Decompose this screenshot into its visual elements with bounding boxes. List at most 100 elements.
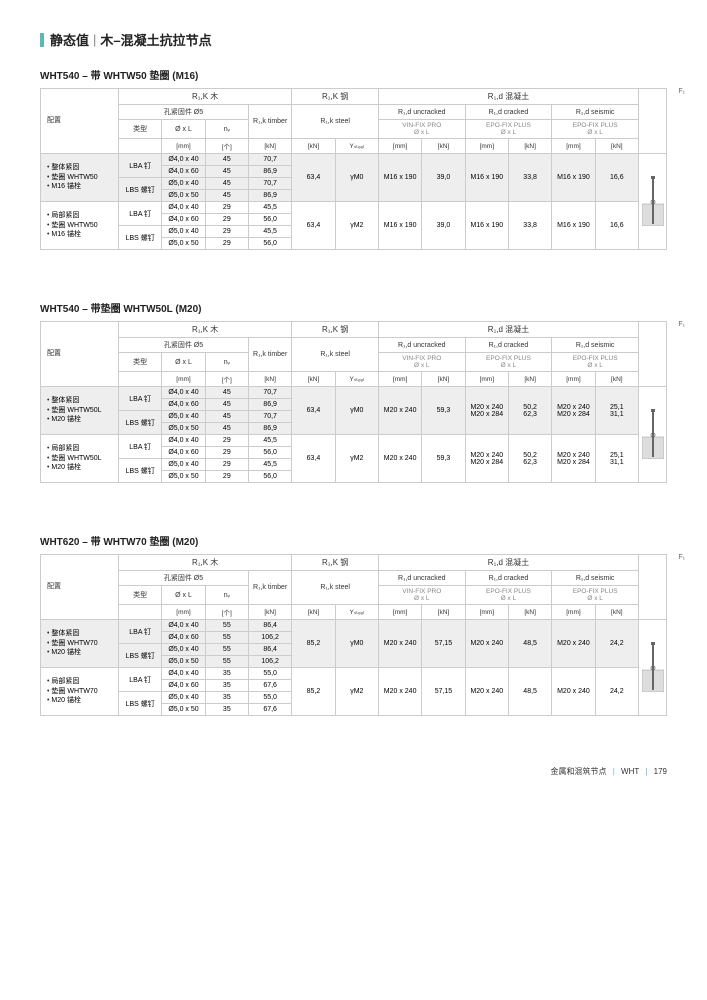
unit-mm2: [mm] bbox=[378, 372, 421, 387]
fastener-header: 孔紧固件 Ø5 bbox=[119, 571, 249, 586]
cfg-header: 配置 bbox=[41, 555, 119, 620]
dim-cell: Ø5,0 x 40 bbox=[162, 644, 205, 656]
type-cell: LBA 钉 bbox=[119, 668, 162, 692]
unit-kn4: [kN] bbox=[508, 139, 551, 154]
type-cell: LBS 螺钉 bbox=[119, 644, 162, 668]
unit-mm4: [mm] bbox=[552, 372, 595, 387]
timber-cell: 106,2 bbox=[248, 656, 291, 668]
title-a: 静态值 bbox=[50, 30, 89, 49]
timber-cell: 70,7 bbox=[248, 154, 291, 166]
force-label: F₁ bbox=[678, 321, 685, 328]
timber-cell: 55,0 bbox=[248, 668, 291, 680]
uncracked-header: R₁,d uncracked bbox=[378, 105, 465, 120]
concrete-header: R₁,d 混凝土 bbox=[378, 555, 638, 571]
cracked-header: R₁,d cracked bbox=[465, 571, 552, 586]
steel-gamma-cell: γM2 bbox=[335, 435, 378, 483]
seis-dim-cell: M20 x 240 bbox=[552, 668, 595, 716]
unit-kn2: [kN] bbox=[292, 605, 335, 620]
timber-cell: 55,0 bbox=[248, 692, 291, 704]
wood-header: R₁,K 木 bbox=[119, 322, 292, 338]
nv-cell: 45 bbox=[205, 423, 248, 435]
dim-cell: Ø5,0 x 40 bbox=[162, 226, 205, 238]
steel-header: R₁,K 钢 bbox=[292, 555, 379, 571]
cfg-item: 整体紧固 bbox=[47, 163, 115, 173]
unit-kn3: [kN] bbox=[422, 605, 465, 620]
dim-cell: Ø5,0 x 40 bbox=[162, 411, 205, 423]
seis-dim-cell: M20 x 240 bbox=[552, 620, 595, 668]
timber-header: R₁,k timber bbox=[248, 571, 291, 605]
force-label: F₁ bbox=[678, 88, 685, 95]
nv-header: nᵥ bbox=[205, 353, 248, 372]
nv-cell: 29 bbox=[205, 202, 248, 214]
footer-page: 179 bbox=[654, 767, 667, 776]
unit-mm3: [mm] bbox=[465, 605, 508, 620]
diagram-header bbox=[639, 89, 667, 154]
unit-kn2: [kN] bbox=[292, 372, 335, 387]
cfg-item: 垫圈 WHTW50 bbox=[47, 173, 115, 183]
table-wrap: F₁配置R₁,K 木R₁,K 钢R₁,d 混凝土孔紧固件 Ø5R₁,k timb… bbox=[40, 554, 667, 716]
section-title: WHT620 – 带 WHTW70 垫圈 (M20) bbox=[40, 533, 667, 548]
unit-kn5: [kN] bbox=[595, 372, 638, 387]
data-table: 配置R₁,K 木R₁,K 钢R₁,d 混凝土孔紧固件 Ø5R₁,k timber… bbox=[40, 88, 667, 250]
resin3-header: EPO-FIX PLUSØ x L bbox=[552, 586, 639, 605]
uncr-dim-cell: M20 x 240 bbox=[378, 435, 421, 483]
unit-mm4: [mm] bbox=[552, 605, 595, 620]
unit-count: [个] bbox=[205, 605, 248, 620]
cfg-item: M16 锚栓 bbox=[47, 230, 115, 240]
cfg-cell: 整体紧固垫圈 WHTW50LM20 锚栓 bbox=[41, 387, 119, 435]
force-label: F₁ bbox=[678, 554, 685, 561]
steel-header: R₁,K 钢 bbox=[292, 89, 379, 105]
unit-kn2: [kN] bbox=[292, 139, 335, 154]
page-title: 静态值 | 木–混凝土抗拉节点 bbox=[40, 30, 667, 49]
resin3-header: EPO-FIX PLUSØ x L bbox=[552, 353, 639, 372]
unit-kn3: [kN] bbox=[422, 139, 465, 154]
resin3-header: EPO-FIX PLUSØ x L bbox=[552, 120, 639, 139]
cr-dim-cell: M16 x 190 bbox=[465, 202, 508, 250]
seis-dim-cell: M20 x 240M20 x 284 bbox=[552, 435, 595, 483]
uncr-kn-cell: 59,3 bbox=[422, 435, 465, 483]
cfg-cell: 局部紧固垫圈 WHTW70M20 锚栓 bbox=[41, 668, 119, 716]
resin1-header: VIN-FIX PROØ x L bbox=[378, 120, 465, 139]
nv-cell: 55 bbox=[205, 644, 248, 656]
cfg-cell: 局部紧固垫圈 WHTW50LM20 锚栓 bbox=[41, 435, 119, 483]
timber-cell: 86,9 bbox=[248, 190, 291, 202]
cracked-header: R₁,d cracked bbox=[465, 338, 552, 353]
seis-dim-cell: M16 x 190 bbox=[552, 202, 595, 250]
uncr-kn-cell: 39,0 bbox=[422, 154, 465, 202]
nv-cell: 45 bbox=[205, 178, 248, 190]
type-header: 类型 bbox=[119, 353, 162, 372]
timber-cell: 67,6 bbox=[248, 704, 291, 716]
seis-kn-cell: 24,2 bbox=[595, 620, 638, 668]
dim-cell: Ø4,0 x 60 bbox=[162, 632, 205, 644]
cfg-item: 整体紧固 bbox=[47, 629, 115, 639]
timber-cell: 56,0 bbox=[248, 447, 291, 459]
dim-cell: Ø4,0 x 40 bbox=[162, 387, 205, 399]
cfg-item: 局部紧固 bbox=[47, 444, 115, 454]
timber-cell: 56,0 bbox=[248, 214, 291, 226]
timber-cell: 45,5 bbox=[248, 202, 291, 214]
type-cell: LBA 钉 bbox=[119, 154, 162, 178]
uncr-dim-cell: M20 x 240 bbox=[378, 668, 421, 716]
nv-cell: 45 bbox=[205, 411, 248, 423]
resin2-header: EPO-FIX PLUSØ x L bbox=[465, 586, 552, 605]
steel-kn-cell: 63,4 bbox=[292, 435, 335, 483]
dim-cell: Ø4,0 x 40 bbox=[162, 620, 205, 632]
dim-cell: Ø4,0 x 60 bbox=[162, 399, 205, 411]
unit-mm: [mm] bbox=[162, 605, 205, 620]
cfg-header: 配置 bbox=[41, 89, 119, 154]
uncr-dim-cell: M16 x 190 bbox=[378, 154, 421, 202]
footer-product: WHT bbox=[621, 767, 639, 776]
uncr-kn-cell: 57,15 bbox=[422, 620, 465, 668]
timber-cell: 106,2 bbox=[248, 632, 291, 644]
anchor-icon bbox=[639, 154, 667, 250]
nv-cell: 35 bbox=[205, 704, 248, 716]
nv-cell: 45 bbox=[205, 154, 248, 166]
section: WHT540 – 带 WHTW50 垫圈 (M16)F₁配置R₁,K 木R₁,K… bbox=[40, 67, 667, 250]
dim-cell: Ø5,0 x 40 bbox=[162, 178, 205, 190]
seismic-header: R₁,d seismic bbox=[552, 571, 639, 586]
nv-cell: 29 bbox=[205, 435, 248, 447]
unit-kn: [kN] bbox=[248, 372, 291, 387]
dim-cell: Ø5,0 x 50 bbox=[162, 471, 205, 483]
unit-kn: [kN] bbox=[248, 605, 291, 620]
unit-mm4: [mm] bbox=[552, 139, 595, 154]
